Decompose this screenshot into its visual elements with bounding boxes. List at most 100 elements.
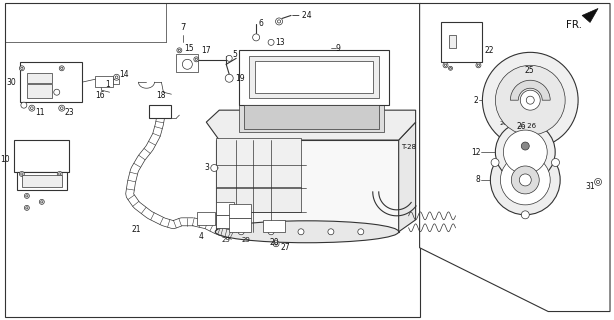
Wedge shape [510,80,550,100]
Text: 30: 30 [6,78,16,87]
Polygon shape [419,4,610,312]
Circle shape [278,20,281,23]
Text: 14: 14 [120,70,129,79]
Text: 23: 23 [64,108,74,117]
Text: 9: 9 [336,44,341,53]
Circle shape [511,122,514,124]
Circle shape [268,229,274,235]
Circle shape [491,158,499,166]
Text: T-28: T-28 [401,144,416,150]
Polygon shape [582,8,598,22]
Circle shape [252,34,260,41]
Circle shape [225,74,233,82]
Text: 17: 17 [201,46,211,55]
Circle shape [500,155,550,205]
Text: 5: 5 [232,50,237,59]
Circle shape [25,205,29,210]
Circle shape [495,122,555,182]
Text: 27: 27 [280,243,290,252]
Circle shape [195,58,198,60]
Bar [20,62,82,102]
Circle shape [21,102,27,108]
Text: 11: 11 [35,108,44,117]
Circle shape [596,180,600,183]
Text: 18: 18 [157,91,166,100]
Text: 25: 25 [524,66,534,75]
Circle shape [20,172,25,176]
Circle shape [491,145,560,215]
Bar [216,140,398,232]
Text: 29: 29 [242,237,251,243]
Circle shape [29,105,35,111]
Bar [249,56,379,98]
Bar [255,61,373,93]
Polygon shape [398,122,416,232]
Circle shape [594,179,602,185]
Circle shape [25,193,29,198]
Circle shape [476,63,481,68]
Circle shape [238,229,244,235]
Text: 21: 21 [131,225,141,234]
Circle shape [276,18,282,25]
Bar [229,204,251,218]
Bar [17,172,67,190]
Text: — 24: — 24 [292,11,312,20]
Bar [27,73,52,83]
Circle shape [115,76,118,79]
Bar [5,4,419,316]
Circle shape [443,63,448,68]
Circle shape [358,229,363,235]
Circle shape [194,57,199,62]
Bar [441,22,483,62]
Text: 20: 20 [270,238,279,247]
Text: 29: 29 [222,237,231,243]
Circle shape [445,64,446,67]
Circle shape [520,90,540,110]
Bar [14,140,69,172]
Circle shape [526,96,534,104]
Bar [263,220,285,232]
Text: 13: 13 [275,38,285,47]
Text: 10: 10 [0,156,10,164]
Circle shape [226,55,232,61]
Bar [216,187,301,212]
Circle shape [58,173,61,175]
Text: 6: 6 [258,19,263,28]
Text: 26: 26 [516,122,526,131]
Bar [216,202,234,215]
Circle shape [519,72,522,75]
Circle shape [211,164,218,172]
Circle shape [511,166,539,194]
Circle shape [551,158,559,166]
Text: — 26: — 26 [518,123,537,129]
Bar [229,218,251,232]
Circle shape [268,39,274,45]
Text: 15: 15 [184,44,194,53]
Circle shape [39,199,44,204]
Circle shape [57,172,62,176]
Text: FR.: FR. [566,20,582,30]
Circle shape [61,67,63,69]
Bar [216,215,234,228]
Bar [176,54,198,72]
Bar [149,105,171,118]
Bar [448,36,456,48]
Circle shape [483,52,578,148]
Circle shape [21,67,23,69]
Bar [27,84,52,98]
Circle shape [448,66,453,70]
Text: 3: 3 [204,164,209,172]
Circle shape [177,48,182,53]
Text: 2: 2 [473,96,478,105]
Text: 7: 7 [181,23,186,32]
Circle shape [495,65,565,135]
Bar [22,175,62,187]
Bar [95,76,112,87]
Circle shape [298,229,304,235]
Circle shape [519,174,531,186]
Bar [112,79,119,84]
Text: 22: 22 [484,46,494,55]
Text: 26: 26 [499,121,507,126]
Circle shape [114,74,120,80]
Bar [239,102,384,132]
